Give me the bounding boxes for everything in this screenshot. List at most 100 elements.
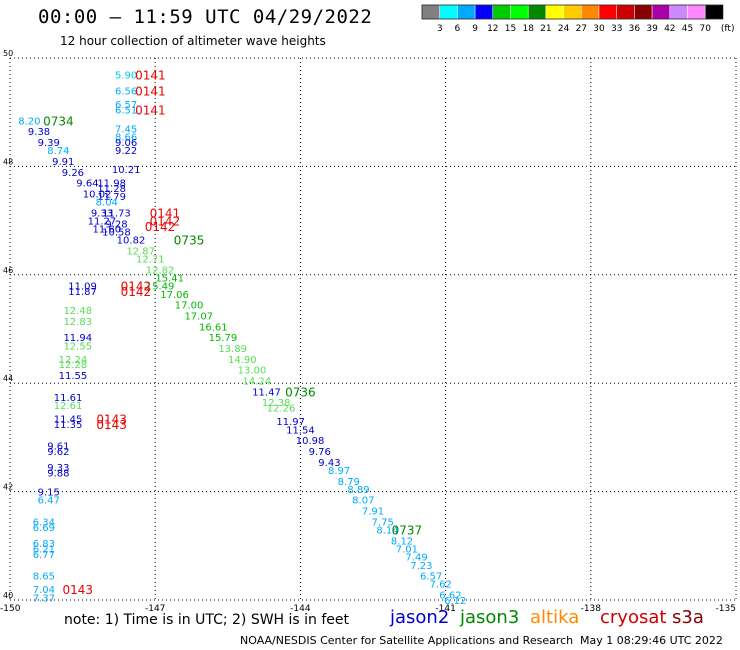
wave-height-label: 8.04 xyxy=(96,198,118,209)
colorbar-swatch xyxy=(563,4,582,20)
wave-height-label: 11.09 xyxy=(68,282,97,293)
wave-height-label: 11.28 xyxy=(97,184,126,195)
y-tick-label: 44 xyxy=(3,374,13,383)
wave-height-label: 12.26 xyxy=(267,404,296,415)
wave-height-label: 13.89 xyxy=(218,344,247,355)
wave-height-label: 9.88 xyxy=(47,469,69,480)
colorbar-swatch xyxy=(687,4,706,20)
wave-height-label: 11.87 xyxy=(68,287,97,298)
pass-time-label: 0734 xyxy=(43,114,74,128)
colorbar-swatch xyxy=(581,4,600,20)
wave-height-label: 12.61 xyxy=(54,401,83,412)
wave-height-label: 11.73 xyxy=(102,208,131,219)
y-tick-label: 46 xyxy=(3,266,13,275)
pass-time-label: 0141 xyxy=(135,103,166,117)
wave-height-label: 11.47 xyxy=(252,387,281,398)
wave-height-label: 17.07 xyxy=(184,311,213,322)
wave-height-label: 9.06 xyxy=(115,138,137,149)
wave-height-label: 9.39 xyxy=(38,138,60,149)
colorbar-swatch xyxy=(421,4,440,20)
colorbar-swatch xyxy=(616,4,635,20)
wave-height-label: 9.38 xyxy=(28,127,50,138)
wave-height-label: 7.75 xyxy=(372,517,394,528)
wave-height-label: 6.62 xyxy=(439,591,461,602)
colorbar-tick-label: 45 xyxy=(682,24,693,34)
colorbar-tick-label: 12 xyxy=(487,24,498,34)
colorbar-swatch xyxy=(651,4,671,20)
colorbar-tick-label: 21 xyxy=(540,24,551,34)
wave-height-label: 10.58 xyxy=(102,227,131,238)
wave-height-label: 8.66 xyxy=(115,133,137,144)
wave-height-label: 6.51 xyxy=(115,105,137,116)
colorbar-legend: 3 6 9 12 15 18 21 24 27 30 33 36 39 42 45 70 (ft) xyxy=(421,4,735,34)
wave-height-label: 6.21 xyxy=(33,545,55,556)
colorbar-tick-label: 42 xyxy=(664,24,675,34)
wave-height-label: 10.21 xyxy=(112,165,141,176)
wave-height-label: 11.45 xyxy=(54,414,83,425)
wave-height-label: 8.89 xyxy=(347,485,369,496)
wave-height-label: 8.20 xyxy=(18,116,40,127)
wave-height-label: 16.61 xyxy=(199,322,228,333)
colorbar-swatch xyxy=(527,4,547,20)
wave-height-label: 14.90 xyxy=(228,355,257,366)
pass-time-label: 0142 xyxy=(145,220,176,234)
wave-height-label: 11.55 xyxy=(59,371,88,382)
wave-height-label: 7.49 xyxy=(405,553,427,564)
wave-height-label: 8.07 xyxy=(352,496,374,507)
x-tick-label: -147 xyxy=(145,604,165,614)
pass-time-label: 0142 xyxy=(150,215,181,229)
wave-height-label: 9.76 xyxy=(309,447,331,458)
wave-height-label: 10.98 xyxy=(296,436,325,447)
wave-height-label: 7.45 xyxy=(115,124,137,135)
wave-height-label: 6.57 xyxy=(115,100,137,111)
wave-height-label: 6.77 xyxy=(33,550,55,561)
wave-height-label: 11.94 xyxy=(63,333,92,344)
wave-height-label: 8.14 xyxy=(376,526,398,537)
pass-time-label: 0143 xyxy=(96,412,127,426)
colorbar-tick-label: 15 xyxy=(505,24,516,34)
pass-time-label: 0141 xyxy=(135,85,166,99)
colorbar-swatch xyxy=(474,4,494,20)
colorbar-tick-label: 39 xyxy=(646,24,658,34)
wave-height-label: 8.65 xyxy=(33,572,55,583)
wave-height-label: 7.04 xyxy=(33,585,55,596)
legend-jason2: jason2 xyxy=(390,607,450,628)
colorbar-tick-label: 9 xyxy=(472,24,478,34)
wave-height-label: 11.27 xyxy=(88,217,117,228)
wave-height-label: 8.74 xyxy=(47,146,69,157)
chart-subtitle: 12 hour collection of altimeter wave hei… xyxy=(60,34,326,48)
wave-height-label: 6.47 xyxy=(38,496,60,507)
pass-time-label: 0142 xyxy=(121,285,152,299)
colorbar-unit: (ft) xyxy=(721,24,735,34)
colorbar-swatch xyxy=(439,4,458,20)
wave-height-label: 6.12 xyxy=(444,596,466,607)
colorbar-tick-label: 27 xyxy=(576,24,587,34)
y-tick-label: 48 xyxy=(3,157,13,166)
wave-height-label: 11.54 xyxy=(286,425,315,436)
wave-height-label: 12.82 xyxy=(146,265,175,276)
colorbar-swatch xyxy=(634,4,653,20)
wave-height-label: 6.34 xyxy=(33,517,55,528)
wave-height-label: 12.38 xyxy=(262,398,291,409)
colorbar-swatch xyxy=(545,4,564,20)
wave-height-label: 11.79 xyxy=(97,192,126,203)
wave-height-label: 9.62 xyxy=(47,447,69,458)
x-tick-label: -138 xyxy=(581,604,602,614)
pass-time-label: 0736 xyxy=(285,385,316,399)
wave-height-label: 9.33 xyxy=(91,208,113,219)
wave-height-label: 11.97 xyxy=(276,417,305,428)
map-axes: -150 -147 -144 -141 -138 -135 40 42 44 46 48 50 xyxy=(0,49,736,614)
wave-height-label: 12.28 xyxy=(59,360,88,371)
wave-height-label: 8.12 xyxy=(391,536,413,547)
wave-height-label: 7.23 xyxy=(410,561,432,572)
map-grid xyxy=(9,57,737,601)
wave-height-label: 9.64 xyxy=(76,179,98,190)
wave-height-label: 15.41 xyxy=(155,274,184,285)
wave-height-label: 6.69 xyxy=(33,523,55,534)
x-tick-label: -150 xyxy=(0,604,21,614)
colorbar-swatch xyxy=(598,4,617,20)
wave-height-label: 5.90 xyxy=(115,70,137,81)
wave-height-label: 12.83 xyxy=(63,317,92,328)
wave-height-label: 11.60 xyxy=(92,225,121,236)
